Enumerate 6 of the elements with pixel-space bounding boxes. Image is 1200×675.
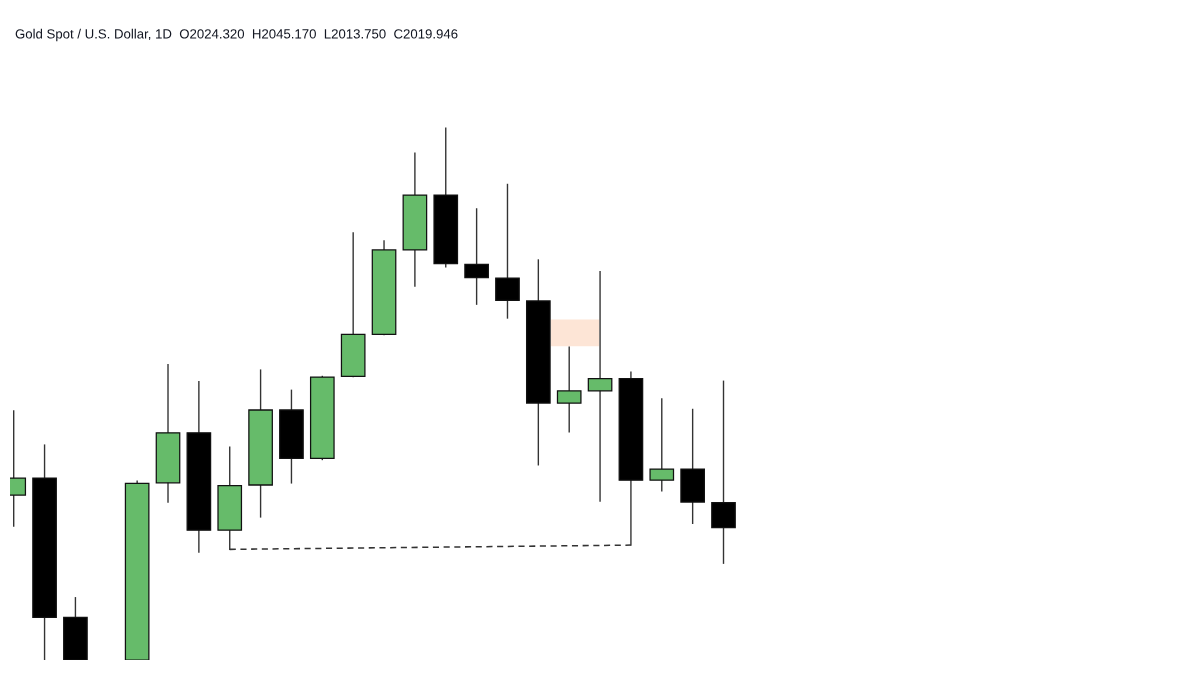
candlestick <box>649 398 675 492</box>
candlestick <box>556 346 582 433</box>
candlestick <box>495 183 520 319</box>
candlestick <box>464 208 489 305</box>
candlestick <box>587 271 613 502</box>
chart-title: Gold Spot / U.S. Dollar, 1D O2024.320 H2045.170 L2013.750 C2019.946 <box>15 28 458 42</box>
